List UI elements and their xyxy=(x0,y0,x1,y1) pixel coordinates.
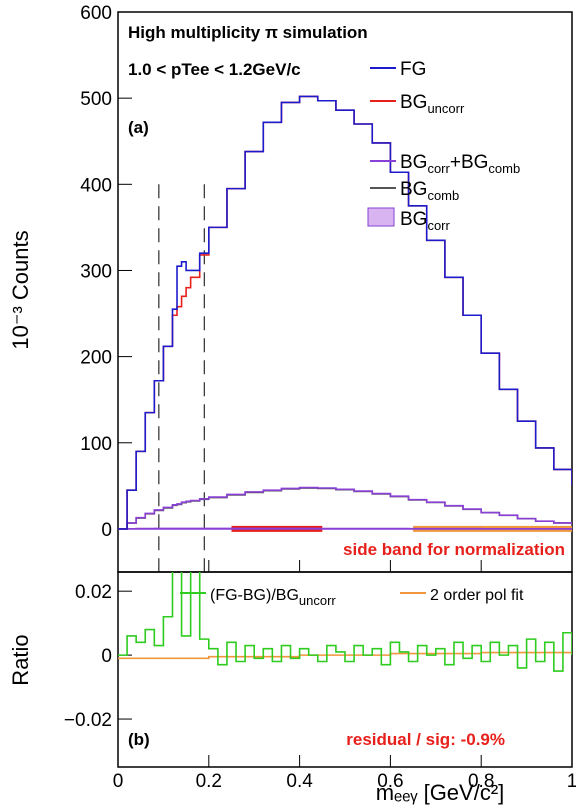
legend-label: BGcomb xyxy=(400,179,459,203)
y-tick-label: 500 xyxy=(80,89,112,110)
legend-label: BGcorr+BGcomb xyxy=(400,152,520,176)
x-tick-label: 0.4 xyxy=(286,771,313,792)
x-tick-label: 0.8 xyxy=(468,771,494,792)
legend-label: BGuncorr xyxy=(400,92,465,116)
y-tick-label: 0.02 xyxy=(75,582,112,603)
plot-frame xyxy=(117,571,573,768)
series-line xyxy=(118,95,572,530)
legend-swatch xyxy=(367,207,395,227)
legend-label: (FG-BG)/BGuncorr xyxy=(210,587,336,608)
series-line xyxy=(118,487,572,530)
series-line xyxy=(118,572,572,672)
annotation: residual / sig: -0.9% xyxy=(346,730,505,749)
x-tick-label: 0.6 xyxy=(377,771,403,792)
annotation: side band for normalization xyxy=(343,540,565,559)
legend-label: FG xyxy=(400,59,426,80)
y-tick-label: 0 xyxy=(101,520,112,541)
y-tick-label: −0.02 xyxy=(64,710,112,731)
y-tick-label: 300 xyxy=(80,261,112,282)
subtitle: 1.0 < pTee < 1.2GeV/c xyxy=(128,60,301,79)
y-tick-label: 600 xyxy=(80,3,112,24)
chart-title: High multiplicity π simulation xyxy=(128,23,368,42)
panel-label: (a) xyxy=(128,118,149,137)
y-tick-label: 0 xyxy=(101,646,112,667)
x-tick-label: 0.2 xyxy=(196,771,222,792)
x-tick-label: 0 xyxy=(113,771,124,792)
x-axis-title: mₑₑᵧ [GeV/c²] xyxy=(376,780,505,805)
y-tick-label: 200 xyxy=(80,348,112,369)
area xyxy=(118,527,572,530)
y-tick-label: 100 xyxy=(80,434,112,455)
plot-area xyxy=(118,572,572,672)
legend-label: 2 order pol fit xyxy=(430,587,524,604)
legend-label: BGcorr xyxy=(400,209,451,233)
y-axis-title: 10⁻³ Counts xyxy=(8,230,33,349)
x-tick-label: 1 xyxy=(567,771,576,792)
panel-label: (b) xyxy=(128,730,150,749)
series-line xyxy=(118,486,572,530)
y-tick-label: 400 xyxy=(80,175,112,196)
plot-area xyxy=(118,95,572,572)
y-axis-title: Ratio xyxy=(8,634,33,685)
